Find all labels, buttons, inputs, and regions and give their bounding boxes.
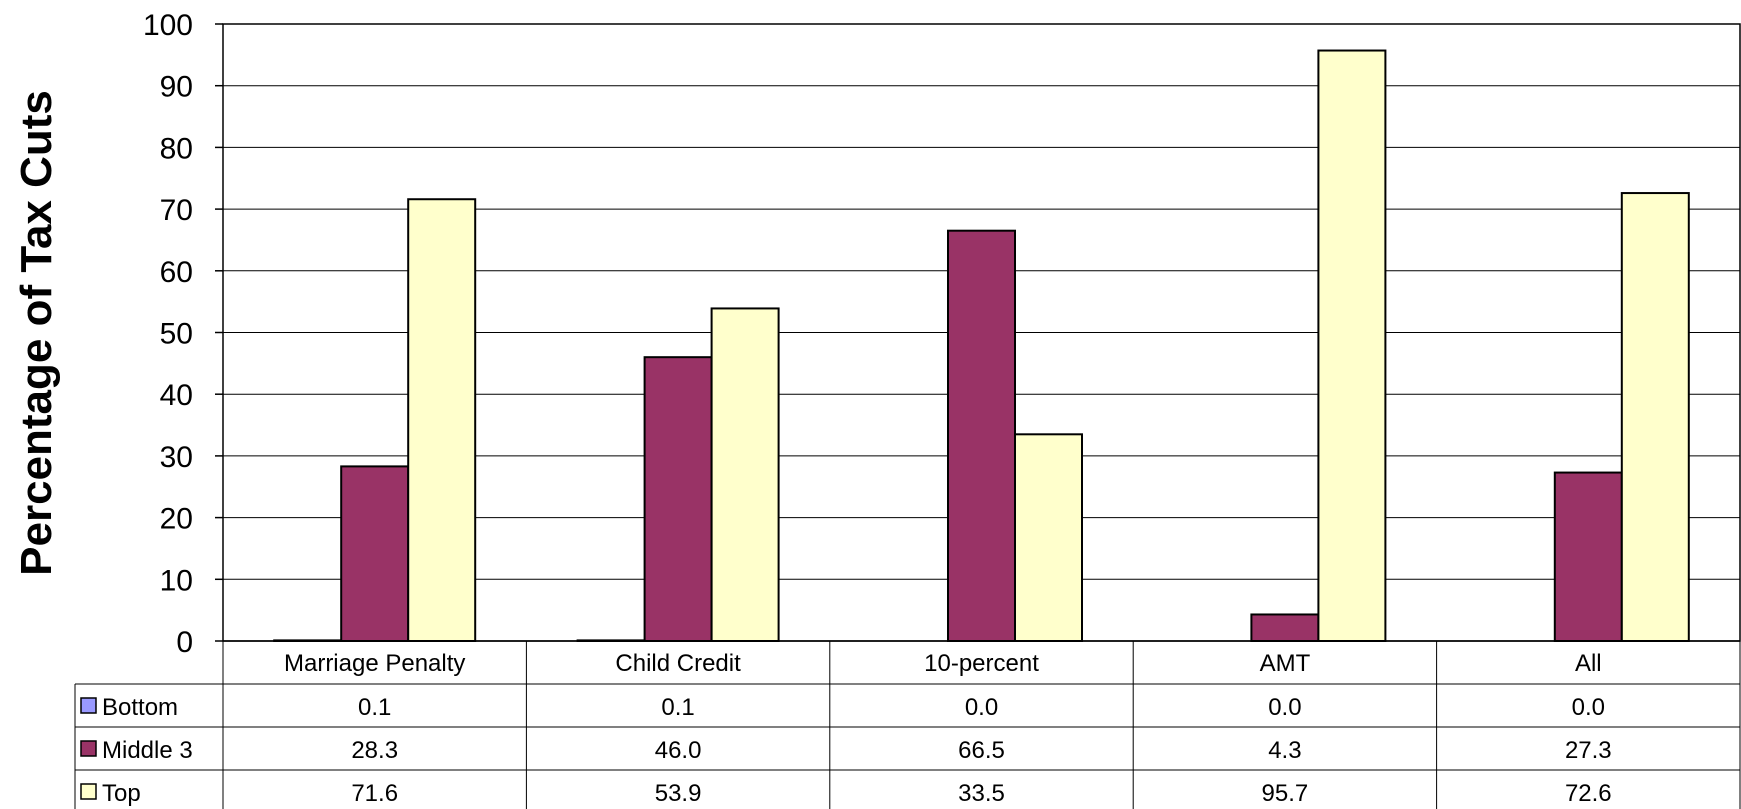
- bar-top: [1317, 49, 1387, 642]
- data-label: 0.0: [1572, 694, 1605, 721]
- bar-middle-3: [947, 229, 1016, 642]
- data-label: 66.5: [958, 737, 1005, 764]
- data-label: 4.3: [1268, 737, 1301, 764]
- legend-label: Bottom: [102, 694, 178, 721]
- category-label: Marriage Penalty: [284, 650, 465, 677]
- data-label: 0.1: [661, 694, 694, 721]
- bar-top: [1014, 433, 1083, 642]
- data-label: 27.3: [1565, 737, 1612, 764]
- bar-top: [710, 307, 780, 642]
- data-label: 0.0: [1268, 694, 1301, 721]
- y-tick-label: 80: [160, 132, 193, 165]
- legend-key-top: [80, 783, 97, 800]
- legend-label: Middle 3: [102, 737, 193, 764]
- y-tick-label: 90: [160, 71, 193, 104]
- category-label: Child Credit: [615, 650, 741, 677]
- data-label: 95.7: [1262, 780, 1309, 807]
- y-tick-label: 100: [143, 9, 193, 42]
- y-tick-label: 70: [160, 194, 193, 227]
- legend-key-bottom: [80, 697, 97, 714]
- legend-key-middle-3: [80, 740, 97, 757]
- y-tick-label: 40: [160, 379, 193, 412]
- bar-top: [407, 198, 477, 642]
- y-tick-label: 60: [160, 256, 193, 289]
- data-label: 71.6: [351, 780, 398, 807]
- bar-middle-3: [1250, 613, 1320, 642]
- category-label: 10-percent: [924, 650, 1039, 677]
- category-label: All: [1575, 650, 1602, 677]
- y-axis-label: Percentage of Tax Cuts: [12, 90, 61, 576]
- data-label: 46.0: [655, 737, 702, 764]
- data-table: Marriage Penalty Child Credit 10-percent AM…: [74, 640, 1741, 809]
- data-label: 72.6: [1565, 780, 1612, 807]
- y-axis: 0 10 20 30 40 50 60 70 80 90 100: [143, 9, 223, 659]
- data-label: 53.9: [655, 780, 702, 807]
- category-label: AMT: [1260, 650, 1311, 677]
- y-tick-label: 10: [160, 564, 193, 597]
- y-tick-label: 0: [176, 626, 193, 659]
- bar-middle-3: [1553, 471, 1623, 642]
- bars: [273, 49, 1690, 642]
- y-tick-label: 30: [160, 441, 193, 474]
- bar-top: [1620, 192, 1690, 642]
- y-tick-label: 20: [160, 503, 193, 536]
- bar-middle-3: [643, 356, 713, 642]
- bar-middle-3: [340, 465, 410, 642]
- data-label: 0.0: [965, 694, 998, 721]
- data-label: 33.5: [958, 780, 1005, 807]
- data-label: 0.1: [358, 694, 391, 721]
- legend-label: Top: [102, 780, 141, 807]
- data-label: 28.3: [351, 737, 398, 764]
- y-tick-label: 50: [160, 318, 193, 351]
